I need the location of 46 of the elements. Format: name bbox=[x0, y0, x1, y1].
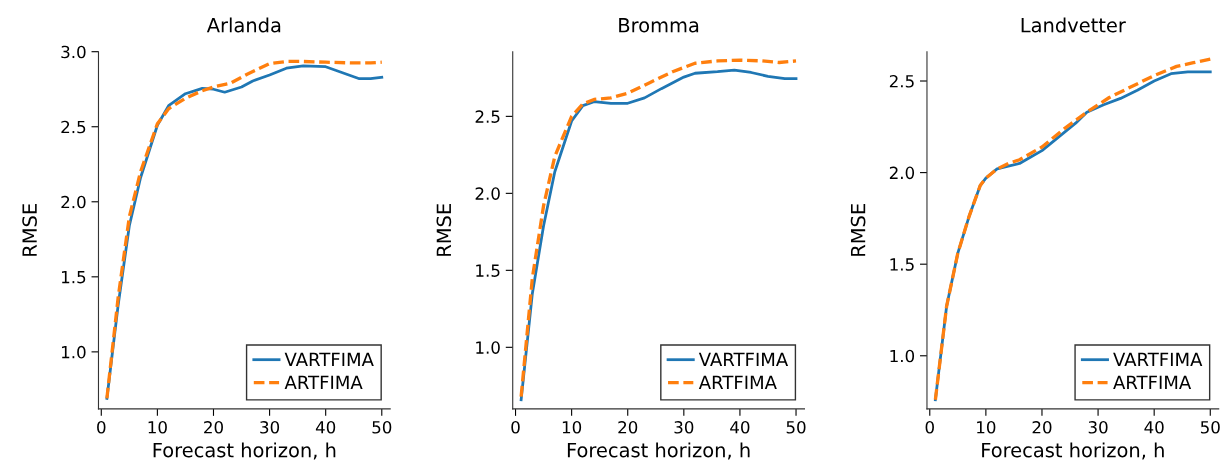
y-tick-label: 2.5 bbox=[61, 120, 86, 134]
x-axis-title: Forecast horizon, h bbox=[153, 442, 336, 460]
x-tick-label: 0 bbox=[925, 421, 934, 434]
y-axis-title: RMSE bbox=[436, 204, 452, 256]
y-tick-label: 2.0 bbox=[475, 187, 500, 200]
chart-title: Bromma bbox=[619, 18, 699, 33]
x-tick-label: 10 bbox=[977, 421, 996, 434]
y-tick-label: 1.5 bbox=[890, 258, 914, 271]
y-tick-label: 2.5 bbox=[475, 110, 500, 123]
y-tick-label: 1.5 bbox=[476, 264, 500, 277]
y-tick-label: 1.0 bbox=[890, 349, 915, 363]
x-tick-label: 10 bbox=[562, 421, 582, 434]
legend-label: ARTFIMA bbox=[284, 375, 363, 389]
x-tick-label: 20 bbox=[204, 421, 223, 434]
y-tick-label: 1.0 bbox=[476, 341, 500, 354]
y-tick-label: 2.0 bbox=[61, 195, 86, 209]
x-tick-label: 30 bbox=[674, 421, 694, 434]
legend-label: VARTFIMA bbox=[698, 352, 789, 366]
y-tick-label: 1.5 bbox=[62, 271, 86, 284]
x-tick-label: 10 bbox=[148, 421, 167, 434]
legend-label: VARTFIMA bbox=[284, 352, 374, 366]
y-axis-title: RMSE bbox=[22, 204, 37, 256]
x-tick-label: 40 bbox=[730, 421, 750, 434]
x-tick-label: 50 bbox=[1200, 421, 1220, 434]
x-tick-label: 50 bbox=[372, 421, 392, 434]
legend-label: VARTFIMA bbox=[1113, 352, 1203, 366]
x-tick-label: 0 bbox=[97, 421, 106, 434]
y-axis-title: RMSE bbox=[850, 204, 866, 256]
y-tick-label: 1.0 bbox=[62, 345, 86, 359]
x-tick-label: 40 bbox=[315, 421, 336, 434]
legend-label: ARTFIMA bbox=[698, 375, 777, 389]
x-tick-label: 40 bbox=[1144, 421, 1164, 434]
x-axis-title: Forecast horizon, h bbox=[567, 442, 750, 460]
chart-title: Arlanda bbox=[206, 17, 281, 33]
legend-label: ARTFIMA bbox=[1113, 375, 1192, 389]
x-tick-label: 20 bbox=[1032, 421, 1052, 434]
x-tick-label: 0 bbox=[511, 421, 520, 434]
chart-title: Landvetter bbox=[1021, 17, 1126, 33]
x-tick-label: 50 bbox=[786, 421, 806, 434]
y-tick-label: 2.5 bbox=[889, 74, 914, 88]
y-tick-label: 2.0 bbox=[889, 166, 915, 180]
x-tick-label: 30 bbox=[1088, 421, 1108, 434]
x-axis-title: Forecast horizon, h bbox=[982, 442, 1164, 460]
x-tick-label: 20 bbox=[618, 421, 638, 434]
y-tick-label: 3.0 bbox=[61, 45, 86, 59]
x-tick-label: 30 bbox=[260, 421, 280, 434]
